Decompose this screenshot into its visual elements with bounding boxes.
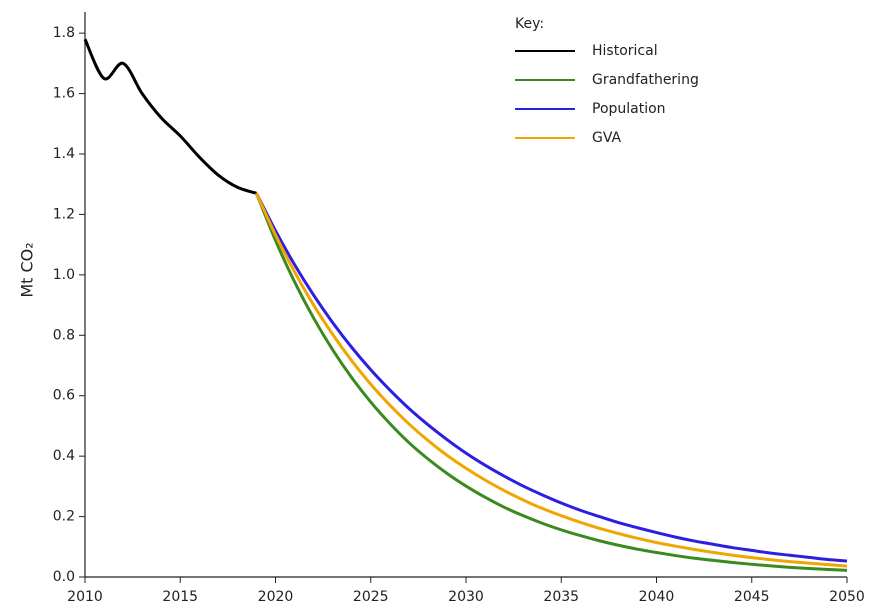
legend-label: Grandfathering — [592, 72, 699, 88]
y-tick-label: 1.8 — [53, 25, 75, 41]
x-tick-label: 2015 — [162, 589, 198, 605]
y-tick-label: 0.2 — [53, 509, 75, 525]
legend-label: Population — [592, 101, 666, 117]
y-tick-label: 1.2 — [53, 206, 75, 222]
x-tick-label: 2010 — [67, 589, 103, 605]
y-tick-label: 1.0 — [53, 267, 75, 283]
legend-label: Historical — [592, 43, 658, 59]
series-line — [255, 192, 848, 563]
series-line — [255, 192, 848, 568]
y-tick-label: 0.8 — [53, 327, 75, 343]
y-tick-label: 0.0 — [53, 569, 75, 585]
x-tick-label: 2045 — [734, 589, 770, 605]
series-line — [83, 38, 257, 195]
y-tick-label: 1.6 — [53, 86, 75, 102]
y-tick-label: 0.6 — [53, 388, 75, 404]
x-tick-label: 2050 — [829, 589, 865, 605]
x-tick-label: 2025 — [353, 589, 389, 605]
x-tick-label: 2035 — [543, 589, 579, 605]
legend-title: Key: — [515, 16, 544, 32]
legend-label: GVA — [592, 130, 622, 146]
y-axis-label: Mt CO₂ — [18, 242, 37, 297]
y-tick-label: 0.4 — [53, 448, 75, 464]
x-tick-label: 2020 — [258, 589, 294, 605]
series-line — [255, 192, 848, 572]
y-tick-label: 1.4 — [53, 146, 75, 162]
x-tick-label: 2040 — [639, 589, 675, 605]
x-tick-label: 2030 — [448, 589, 484, 605]
